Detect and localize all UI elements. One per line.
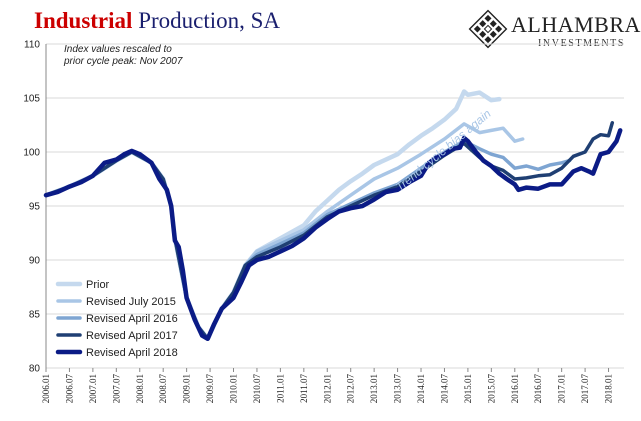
y-tick-label: 80 — [29, 364, 41, 375]
x-tick-label: 2010.01 — [229, 374, 239, 403]
x-tick-label: 2011.01 — [275, 374, 285, 403]
x-tick-label: 2011.07 — [299, 374, 309, 403]
x-tick-label: 2017.07 — [580, 374, 590, 404]
x-tick-label: 2017.01 — [557, 374, 567, 403]
x-tick-label: 2014.01 — [416, 374, 426, 403]
x-tick-label: 2010.07 — [252, 374, 262, 404]
chart-title: Industrial Production, SA — [34, 8, 280, 34]
legend-label-3: Revised April 2017 — [86, 330, 178, 342]
series-line-2 — [44, 139, 572, 341]
x-tick-label: 2013.01 — [369, 374, 379, 403]
x-tick-label: 2012.01 — [322, 374, 332, 403]
y-tick-label: 100 — [23, 148, 40, 159]
x-tick-label: 2018.01 — [604, 374, 614, 403]
x-tick-label: 2015.07 — [486, 373, 496, 403]
legend-label-2: Revised April 2016 — [86, 313, 178, 325]
diamond-grid-logo-icon — [468, 9, 508, 49]
x-tick-label: 2016.07 — [533, 374, 543, 404]
series-line-4 — [43, 128, 623, 342]
x-tick-label: 2012.07 — [346, 374, 356, 404]
legend-label-0: Prior — [86, 279, 110, 291]
title-highlight: Industrial — [34, 8, 133, 33]
x-tick-label: 2015.01 — [463, 374, 473, 403]
y-tick-label: 90 — [29, 256, 41, 267]
note-line-1: Index values rescaled to — [64, 44, 172, 55]
x-tick-label: 2008.01 — [135, 374, 145, 403]
x-tick-label: 2007.01 — [88, 374, 98, 403]
y-tick-label: 110 — [24, 40, 40, 51]
x-tick-label: 2006.07 — [64, 374, 74, 404]
x-tick-label: 2007.07 — [111, 374, 121, 404]
y-tick-label: 105 — [23, 94, 40, 105]
legend-label-4: Revised April 2018 — [86, 347, 178, 359]
x-tick-label: 2009.01 — [182, 374, 192, 403]
x-tick-label: 2016.01 — [510, 374, 520, 403]
title-rest: Production, SA — [138, 8, 281, 33]
note-line-2: prior cycle peak: Nov 2007 — [64, 56, 183, 67]
logo-name: ALHAMBRA — [511, 12, 641, 37]
x-tick-label: 2013.07 — [393, 374, 403, 404]
x-tick-label: 2008.07 — [158, 374, 168, 404]
chart-note: Index values rescaled to prior cycle pea… — [64, 44, 182, 68]
x-tick-label: 2014.07 — [439, 374, 449, 404]
legend-label-1: Revised July 2015 — [86, 296, 176, 308]
x-tick-label: 2009.07 — [205, 374, 215, 404]
y-tick-label: 95 — [29, 202, 41, 213]
x-tick-label: 2006.01 — [41, 374, 51, 403]
y-tick-label: 85 — [29, 310, 41, 321]
